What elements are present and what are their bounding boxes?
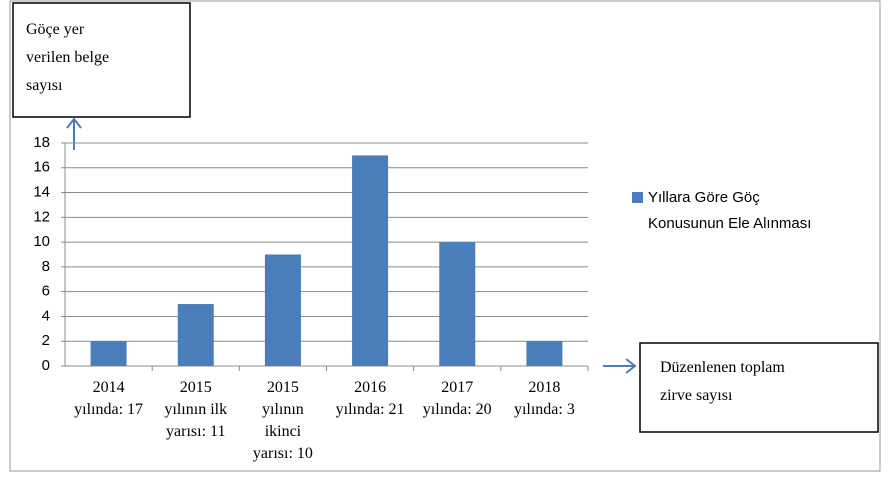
- y-tick-label: 12: [33, 208, 50, 225]
- legend-label: Yıllara Göre Göç Konusunun Ele Alınması: [648, 189, 811, 232]
- bar: [352, 155, 389, 366]
- y-tick-label: 8: [42, 258, 50, 275]
- y-annotation: Göçe yer verilen belge sayısı: [26, 21, 109, 94]
- y-tick-label: 2: [42, 332, 50, 349]
- x-tick-label: 2018 yılında: 3: [514, 379, 575, 418]
- x-arrow-head: [625, 358, 637, 374]
- bar: [90, 341, 127, 366]
- y-tick-label: 14: [33, 184, 50, 201]
- bar: [264, 254, 301, 366]
- x-annotation: Düzenlenen toplam zirve sayısı: [660, 359, 785, 404]
- legend-swatch: [632, 192, 643, 203]
- x-annotation-box: [639, 342, 879, 433]
- x-tick-label: 2015 yılının ilk yarısı: 11: [164, 379, 227, 440]
- chart-border: [9, 0, 881, 472]
- y-tick-label: 16: [33, 159, 50, 176]
- y-tick-label: 0: [42, 357, 50, 374]
- y-tick-label: 10: [33, 233, 50, 250]
- x-tick-label: 2017 yılında: 20: [423, 379, 492, 418]
- y-annotation-box: [12, 2, 191, 118]
- y-arrow-head: [66, 117, 82, 129]
- y-tick-label: 6: [42, 283, 50, 300]
- bar: [526, 341, 563, 366]
- x-tick-label: 2015 yılının ikinci yarısı: 10: [253, 379, 313, 462]
- y-tick-label: 18: [33, 134, 50, 151]
- y-tick-label: 4: [42, 307, 50, 324]
- bar: [177, 304, 214, 366]
- bar: [439, 242, 476, 366]
- x-tick-label: 2014 yılında: 17: [74, 379, 143, 418]
- x-tick-label: 2016 yılında: 21: [336, 379, 405, 418]
